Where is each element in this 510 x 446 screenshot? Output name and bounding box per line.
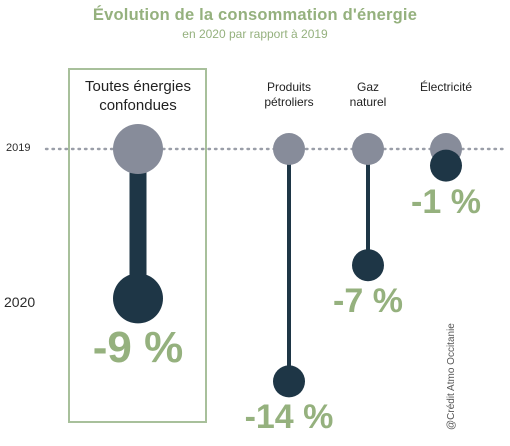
cat-1-label-line: Produits xyxy=(266,80,312,94)
cat-0-label: Toutes énergies confondues xyxy=(73,78,203,116)
year-2019-label: 2019 xyxy=(6,142,31,154)
cat-0-label-line: Toutes énergies xyxy=(85,78,191,95)
cat-1-label: Produits pétroliers xyxy=(249,80,329,110)
cat-0-2019-marker xyxy=(113,124,163,174)
cat-1-label-line: pétroliers xyxy=(264,95,314,109)
cat-1-change-label: -14 % xyxy=(244,398,334,437)
cat-3-change-label: -1 % xyxy=(411,182,481,221)
year-2020-label: 2020 xyxy=(4,294,36,310)
cat-2-label: Gaz naturel xyxy=(333,80,403,110)
cat-0-change-label: -9 % xyxy=(92,323,184,373)
cat-2-label-line: naturel xyxy=(349,95,387,109)
cat-2-2020-marker xyxy=(352,249,384,282)
cat-3-label: Électricité xyxy=(401,80,491,95)
highlight-box xyxy=(68,68,207,423)
cat-1-2019-marker xyxy=(273,133,305,165)
credit-text: @Crédit Atmo Occitanie xyxy=(446,323,457,430)
cat-2-label-line: Gaz xyxy=(356,80,379,94)
cat-0-label-line: confondues xyxy=(99,96,177,114)
cat-0-2020-marker xyxy=(113,273,163,324)
cat-1-2020-marker xyxy=(273,365,305,398)
cat-3-label-line: Électricité xyxy=(419,80,472,94)
cat-3-2020-marker xyxy=(430,149,462,182)
chart-subtitle: en 2020 par rapport à 2019 xyxy=(182,27,328,41)
cat-2-2019-marker xyxy=(352,133,384,165)
cat-2-change-label: -7 % xyxy=(333,282,403,321)
chart-title: Évolution de la consommation d'énergie xyxy=(92,6,418,24)
